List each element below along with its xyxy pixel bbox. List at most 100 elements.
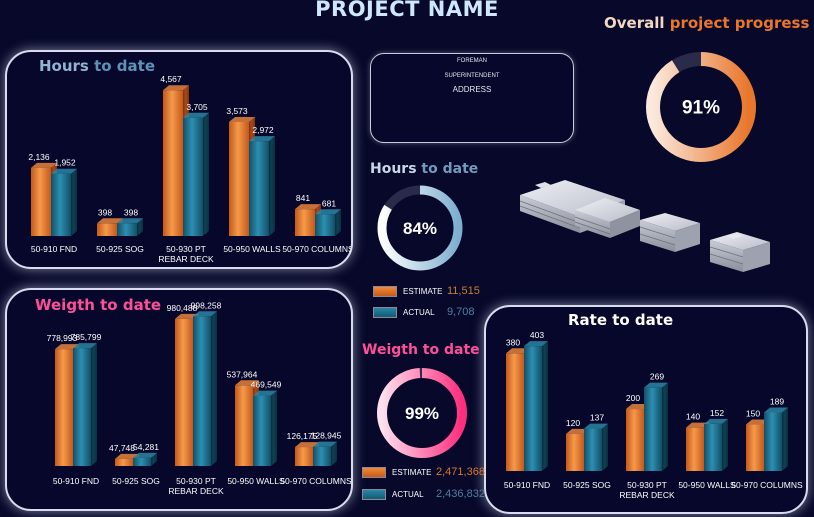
bar-actual bbox=[51, 173, 71, 236]
bar-top-actual bbox=[249, 136, 275, 142]
bar-top-estimate bbox=[295, 204, 321, 210]
bar-top-actual bbox=[313, 441, 337, 447]
bar-actual bbox=[253, 395, 271, 466]
category-label: 50-970 COLUMNS bbox=[280, 476, 351, 486]
bar-estimate bbox=[175, 318, 193, 466]
gauge-arc bbox=[377, 368, 467, 458]
bar-top-actual bbox=[704, 418, 728, 424]
bar-estimate bbox=[55, 349, 73, 466]
data-label: 126,175 bbox=[287, 431, 318, 441]
bar-top-estimate bbox=[31, 162, 57, 168]
bar-top-actual bbox=[193, 311, 217, 317]
bar-actual bbox=[644, 387, 662, 471]
gauge-arc bbox=[377, 185, 463, 271]
data-label: 785,799 bbox=[71, 332, 102, 342]
bar-estimate bbox=[626, 409, 644, 471]
bar-estimate bbox=[31, 167, 51, 236]
bar-side-actual bbox=[137, 218, 143, 236]
data-label: 120 bbox=[566, 418, 580, 428]
data-label: 189 bbox=[770, 396, 784, 406]
bar-actual bbox=[704, 423, 722, 471]
bar-top-estimate bbox=[295, 442, 319, 448]
weight-estimate-row: ESTIMATE 2,471,368 bbox=[362, 466, 485, 478]
bar-actual bbox=[315, 214, 335, 236]
hours-bar-chart: 2,136 1,952 50-910 FND 398 398 50-925 SOG 4,56… bbox=[28, 74, 351, 264]
hours-chart-title: Hours to date bbox=[39, 57, 155, 75]
bar-estimate bbox=[229, 121, 249, 236]
data-label: 2,136 bbox=[28, 152, 50, 162]
actual-label: ACTUAL bbox=[392, 489, 424, 499]
hours-actual-row: ACTUAL 9,708 bbox=[373, 306, 475, 318]
category-label: REBAR DECK bbox=[168, 486, 224, 496]
bar-actual bbox=[524, 346, 542, 471]
data-label: 980,488 bbox=[167, 303, 198, 313]
hours-gauge-title: Hours to date bbox=[370, 161, 479, 177]
category-label: 50-970 COLUMNS bbox=[731, 480, 803, 490]
actual-swatch bbox=[362, 488, 386, 500]
superintendent-label: SUPERINTENDENT bbox=[444, 73, 500, 79]
bar-actual bbox=[133, 457, 151, 466]
bar-side-actual bbox=[91, 343, 97, 466]
bar-side-actual bbox=[271, 390, 277, 466]
bar-estimate bbox=[235, 385, 253, 466]
category-label: 50-970 COLUMNS bbox=[282, 244, 351, 254]
estimate-label: ESTIMATE bbox=[392, 467, 432, 477]
data-label: 137 bbox=[590, 413, 604, 423]
data-label: 54,281 bbox=[133, 442, 159, 452]
category-label: 50-930 PT bbox=[166, 244, 206, 254]
data-label: 403 bbox=[530, 330, 544, 340]
data-label: 398 bbox=[98, 207, 112, 217]
building-medium bbox=[639, 213, 700, 252]
estimate-swatch bbox=[373, 285, 397, 297]
category-label: 50-950 WALLS bbox=[223, 244, 281, 254]
gauge-percent-label: 99% bbox=[405, 404, 439, 423]
weight-actual-row: ACTUAL 2,436,832 bbox=[362, 488, 485, 500]
bar-estimate bbox=[506, 353, 524, 471]
bar-estimate bbox=[746, 424, 764, 471]
project-info-box: FOREMAN SUPERINTENDENT ADDRESS bbox=[370, 53, 574, 143]
category-label: 50-925 SOG bbox=[96, 244, 144, 254]
hours-estimate-row: ESTIMATE 11,515 bbox=[373, 285, 480, 297]
gauge-percent-label: 91% bbox=[682, 98, 720, 119]
building-small bbox=[709, 232, 770, 272]
rate-chart-panel: Rate to date 380 403 50-910 FND 120 137 50-92… bbox=[484, 305, 808, 514]
building-model-image bbox=[519, 180, 770, 272]
address-label: ADDRESS bbox=[452, 85, 492, 94]
bar-side-actual bbox=[722, 418, 728, 471]
bar-estimate bbox=[97, 223, 117, 236]
data-label: 1,952 bbox=[54, 158, 76, 168]
bar-top-estimate bbox=[55, 344, 79, 350]
bar-top-actual bbox=[315, 209, 341, 215]
category-label: 50-930 PT bbox=[627, 480, 667, 490]
bar-side-actual bbox=[71, 168, 77, 236]
overall-progress-gauge: 91% bbox=[646, 52, 756, 162]
gauge-arc bbox=[646, 52, 756, 162]
bar-side-actual bbox=[782, 407, 788, 471]
bar-estimate bbox=[295, 447, 313, 466]
bar-estimate bbox=[163, 90, 183, 236]
data-label: 140 bbox=[686, 412, 700, 422]
data-label: 469,549 bbox=[251, 380, 282, 390]
category-label: 50-950 WALLS bbox=[227, 476, 285, 486]
actual-swatch bbox=[373, 306, 397, 318]
bar-top-actual bbox=[253, 390, 277, 396]
bar-top-actual bbox=[51, 168, 77, 174]
foreman-label: FOREMAN bbox=[457, 58, 487, 64]
bar-actual bbox=[73, 348, 91, 466]
bar-top-actual bbox=[764, 407, 788, 413]
bar-top-actual bbox=[117, 218, 143, 224]
data-label: 3,705 bbox=[186, 102, 208, 112]
bar-side-actual bbox=[602, 423, 608, 471]
bar-estimate bbox=[686, 427, 704, 471]
data-label: 2,972 bbox=[252, 125, 274, 135]
category-label: REBAR DECK bbox=[619, 490, 675, 500]
data-label: 150 bbox=[746, 409, 760, 419]
category-label: 50-925 SOG bbox=[112, 476, 160, 486]
bar-top-estimate bbox=[97, 218, 123, 224]
data-label: 398 bbox=[124, 207, 138, 217]
bar-side-actual bbox=[662, 382, 668, 471]
bar-actual bbox=[584, 428, 602, 471]
weight-progress-gauge: 99% bbox=[377, 368, 467, 458]
category-label: 50-910 FND bbox=[53, 476, 99, 486]
bar-top-actual bbox=[644, 382, 668, 388]
